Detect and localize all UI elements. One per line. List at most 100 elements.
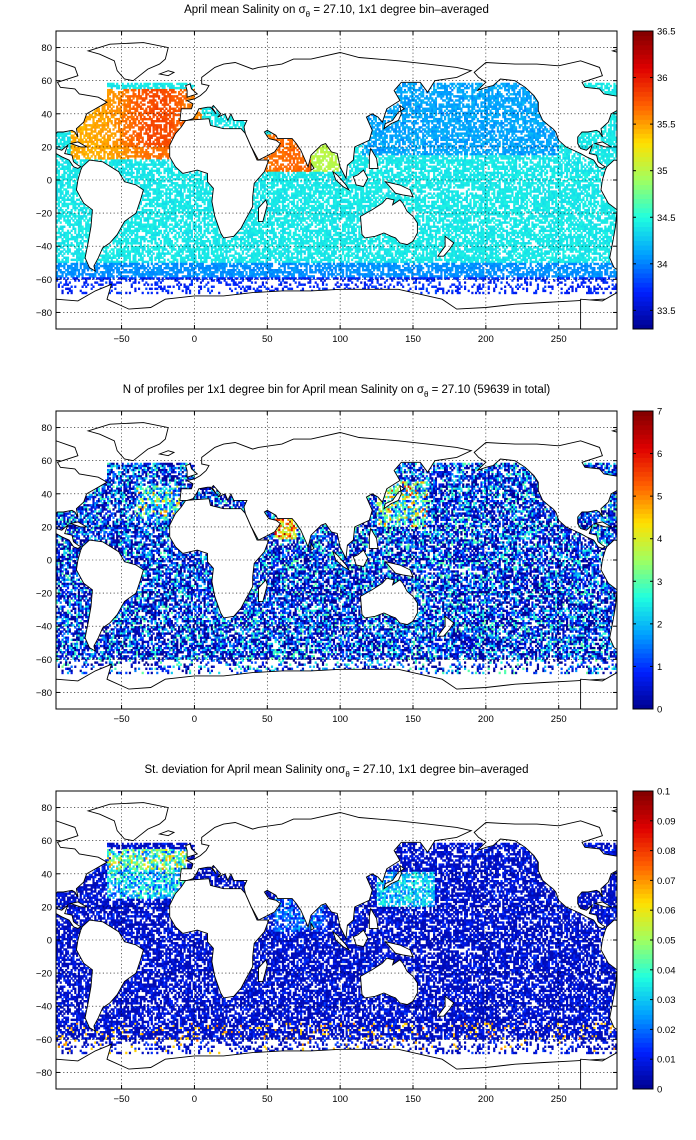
heatmap-cell — [125, 148, 128, 152]
heatmap-cell — [440, 151, 443, 154]
heatmap-cell — [502, 132, 505, 135]
heatmap-cell — [174, 103, 177, 106]
heatmap-cell — [438, 124, 441, 127]
heatmap-cell — [449, 99, 452, 102]
heatmap-cell — [110, 113, 113, 117]
heatmap-cell — [108, 111, 111, 115]
heatmap-cell — [394, 142, 397, 146]
heatmap-cell — [409, 128, 412, 131]
heatmap-cell — [440, 113, 443, 117]
heatmap-cell — [403, 82, 407, 86]
heatmap-cell — [471, 105, 474, 108]
heatmap-cell — [469, 119, 472, 123]
heatmap-cell — [613, 115, 616, 119]
heatmap-cell — [613, 128, 616, 131]
heatmap-cell — [584, 134, 587, 137]
heatmap-cell — [456, 117, 459, 121]
heatmap-cell — [598, 132, 601, 135]
heatmap-cell — [516, 113, 519, 117]
heatmap-cell — [511, 88, 514, 92]
heatmap-cell — [409, 119, 412, 123]
heatmap-cell — [163, 115, 166, 119]
heatmap-cell — [474, 103, 478, 106]
heatmap-cell — [117, 91, 121, 94]
heatmap-cell — [525, 99, 529, 102]
heatmap-cell — [107, 95, 110, 98]
heatmap-cell — [476, 93, 479, 96]
heatmap-cell — [538, 161, 541, 164]
heatmap-cell — [529, 103, 532, 106]
heatmap-cell — [143, 144, 146, 148]
heatmap-cell — [128, 99, 132, 102]
heatmap-cell — [533, 146, 536, 150]
heatmap-cell — [114, 119, 117, 123]
heatmap-cell — [474, 97, 478, 100]
heatmap-cell — [449, 103, 452, 106]
heatmap-cell — [480, 122, 483, 125]
heatmap-cell — [209, 107, 212, 110]
heatmap-cell — [194, 115, 197, 119]
heatmap-cell — [94, 148, 97, 152]
heatmap-cell — [458, 97, 461, 100]
heatmap-cell — [90, 136, 93, 139]
heatmap-cell — [443, 109, 447, 113]
heatmap-cell — [502, 144, 505, 148]
heatmap-cell — [531, 130, 534, 133]
heatmap-cell — [509, 107, 512, 110]
heatmap-cell — [560, 144, 563, 148]
heatmap-cell — [595, 146, 598, 150]
heatmap-cell — [385, 165, 388, 168]
heatmap-cell — [116, 84, 119, 88]
heatmap-cell — [547, 136, 550, 139]
heatmap-cell — [451, 103, 454, 106]
heatmap-cell — [522, 86, 525, 90]
heatmap-cell — [429, 103, 432, 106]
heatmap-cell — [409, 101, 412, 104]
heatmap-cell — [168, 99, 172, 102]
heatmap-cell — [511, 109, 514, 113]
heatmap-cell — [454, 142, 458, 146]
heatmap-cell — [462, 144, 465, 148]
heatmap-cell — [79, 134, 82, 137]
heatmap-cell — [287, 138, 290, 142]
heatmap-cell — [500, 128, 503, 131]
heatmap-cell — [504, 142, 507, 146]
heatmap-cell — [278, 148, 281, 152]
heatmap-cell — [467, 138, 470, 142]
heatmap-cell — [445, 130, 448, 133]
heatmap-cell — [65, 142, 68, 146]
heatmap-cell — [165, 134, 168, 137]
heatmap-cell — [83, 124, 86, 127]
heatmap-cell — [493, 122, 496, 125]
heatmap-cell — [494, 138, 498, 142]
heatmap-cell — [79, 138, 82, 142]
heatmap-cell — [172, 97, 175, 100]
heatmap-cell — [174, 95, 177, 98]
heatmap-cell — [443, 82, 447, 86]
heatmap-cell — [103, 111, 106, 115]
heatmap-cell — [170, 107, 173, 110]
heatmap-cell — [609, 144, 612, 148]
heatmap-cell — [535, 126, 538, 129]
heatmap-cell — [480, 132, 483, 135]
heatmap-cell — [210, 119, 213, 123]
heatmap-cell — [414, 101, 417, 104]
heatmap-cell — [272, 134, 275, 137]
heatmap-cell — [451, 124, 454, 127]
heatmap-cell — [170, 167, 173, 170]
heatmap-cell — [387, 144, 390, 148]
heatmap-cell — [63, 134, 66, 137]
heatmap-cell — [436, 126, 439, 129]
heatmap-cell — [88, 157, 91, 160]
heatmap-cell — [433, 82, 436, 86]
heatmap-cell — [515, 95, 518, 98]
heatmap-cell — [478, 119, 481, 123]
heatmap-cell — [453, 105, 456, 108]
heatmap-cell — [504, 128, 507, 131]
heatmap-cell — [513, 82, 516, 86]
heatmap-cell — [130, 134, 133, 137]
heatmap-cell — [414, 103, 417, 106]
heatmap-cell — [500, 124, 503, 127]
heatmap-cell — [531, 161, 534, 164]
heatmap-cell — [66, 140, 70, 144]
